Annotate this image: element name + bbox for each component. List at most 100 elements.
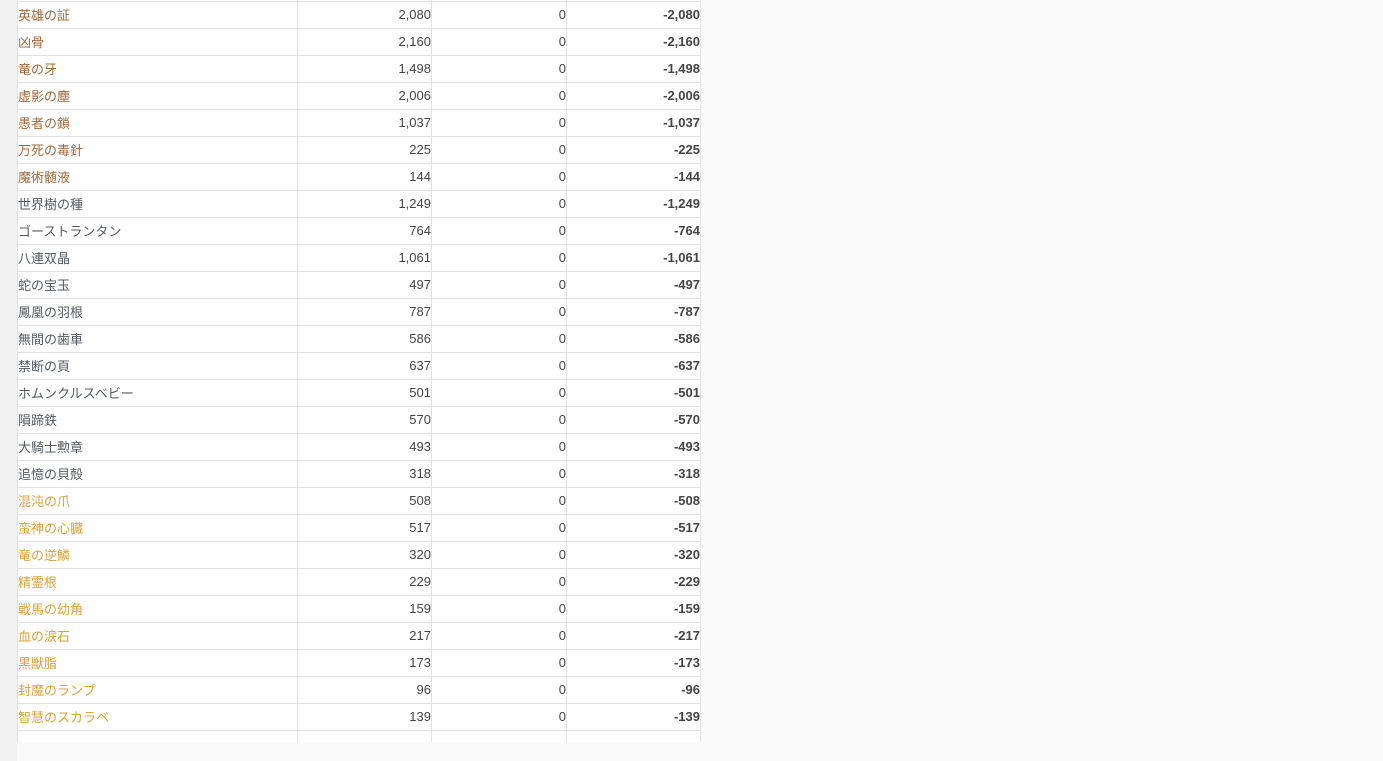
table-row: 鳳凰の羽根 787 0 -787 xyxy=(17,297,701,326)
required-quantity: 497 xyxy=(297,270,432,299)
owned-quantity: 0 xyxy=(431,243,567,272)
item-name-link[interactable]: 八連双晶 xyxy=(18,251,71,266)
owned-quantity: 0 xyxy=(431,378,567,407)
clipped-cell xyxy=(17,729,298,742)
owned-quantity: 0 xyxy=(431,702,567,731)
table-row: 無間の歯車 586 0 -586 xyxy=(17,324,701,353)
item-name-link[interactable]: 鳳凰の羽根 xyxy=(18,305,84,320)
item-name-link[interactable]: 混沌の爪 xyxy=(18,494,71,509)
shortage-value: -229 xyxy=(566,567,701,596)
table-row: 世界樹の種 1,249 0 -1,249 xyxy=(17,189,701,218)
required-quantity: 586 xyxy=(297,324,432,353)
item-name-cell: 智慧のスカラベ xyxy=(17,702,298,731)
table-row: 戦馬の幼角 159 0 -159 xyxy=(17,594,701,623)
item-name-cell: ゴーストランタン xyxy=(17,216,298,245)
item-name-link[interactable]: 蛮神の心臓 xyxy=(18,521,84,536)
owned-quantity: 0 xyxy=(431,297,567,326)
item-name-link[interactable]: 蛇の宝玉 xyxy=(18,278,71,293)
item-name-cell: 魔術髄液 xyxy=(17,162,298,191)
item-name-link[interactable]: 大騎士勲章 xyxy=(18,440,84,455)
shortage-value: -144 xyxy=(566,162,701,191)
owned-quantity: 0 xyxy=(431,0,567,29)
owned-quantity: 0 xyxy=(431,513,567,542)
item-name-cell: 血の涙石 xyxy=(17,621,298,650)
item-name-link[interactable]: 竜の牙 xyxy=(18,62,58,77)
item-name-link[interactable]: 智慧のスカラベ xyxy=(18,710,110,725)
required-quantity: 159 xyxy=(297,594,432,623)
required-quantity: 493 xyxy=(297,432,432,461)
shortage-value: -1,249 xyxy=(566,189,701,218)
owned-quantity: 0 xyxy=(431,567,567,596)
item-name-cell: 大騎士勲章 xyxy=(17,432,298,461)
item-name-link[interactable]: 英雄の証 xyxy=(18,8,71,23)
table-row: 凶骨 2,160 0 -2,160 xyxy=(17,27,701,56)
clipped-row-bottom xyxy=(17,729,701,742)
item-name-cell: 蛇の宝玉 xyxy=(17,270,298,299)
required-quantity: 173 xyxy=(297,648,432,677)
table-row: ゴーストランタン 764 0 -764 xyxy=(17,216,701,245)
item-name-cell: 竜の牙 xyxy=(17,54,298,83)
item-name-link[interactable]: 血の涙石 xyxy=(18,629,71,644)
clipped-cell xyxy=(431,729,567,742)
item-name-link[interactable]: 世界樹の種 xyxy=(18,197,84,212)
required-quantity: 2,160 xyxy=(297,27,432,56)
owned-quantity: 0 xyxy=(431,405,567,434)
item-name-cell: 無間の歯車 xyxy=(17,324,298,353)
required-quantity: 517 xyxy=(297,513,432,542)
item-name-link[interactable]: 戦馬の幼角 xyxy=(18,602,84,617)
item-name-cell: 英雄の証 xyxy=(17,0,298,29)
owned-quantity: 0 xyxy=(431,351,567,380)
item-name-link[interactable]: 愚者の鎖 xyxy=(18,116,71,131)
owned-quantity: 0 xyxy=(431,486,567,515)
shortage-value: -637 xyxy=(566,351,701,380)
required-quantity: 787 xyxy=(297,297,432,326)
item-name-link[interactable]: ホムンクルスベビー xyxy=(18,386,134,401)
required-quantity: 229 xyxy=(297,567,432,596)
shortage-value: -2,160 xyxy=(566,27,701,56)
shortage-value: -586 xyxy=(566,324,701,353)
required-quantity: 508 xyxy=(297,486,432,515)
shortage-value: -570 xyxy=(566,405,701,434)
required-quantity: 144 xyxy=(297,162,432,191)
shortage-value: -1,061 xyxy=(566,243,701,272)
shortage-value: -96 xyxy=(566,675,701,704)
owned-quantity: 0 xyxy=(431,189,567,218)
shortage-value: -173 xyxy=(566,648,701,677)
required-quantity: 1,498 xyxy=(297,54,432,83)
item-name-link[interactable]: 凶骨 xyxy=(18,35,45,50)
item-name-link[interactable]: 虚影の塵 xyxy=(18,89,71,104)
table-row: 万死の毒針 225 0 -225 xyxy=(17,135,701,164)
owned-quantity: 0 xyxy=(431,459,567,488)
table-row: 封魔のランプ 96 0 -96 xyxy=(17,675,701,704)
item-name-link[interactable]: 精霊根 xyxy=(18,575,58,590)
owned-quantity: 0 xyxy=(431,594,567,623)
shortage-value: -2,080 xyxy=(566,0,701,29)
item-name-link[interactable]: ゴーストランタン xyxy=(18,224,122,239)
required-quantity: 2,080 xyxy=(297,0,432,29)
item-name-link[interactable]: 隕蹄鉄 xyxy=(18,413,58,428)
table-row: 英雄の証 2,080 0 -2,080 xyxy=(17,0,701,29)
item-name-cell: 虚影の塵 xyxy=(17,81,298,110)
shortage-value: -764 xyxy=(566,216,701,245)
required-quantity: 96 xyxy=(297,675,432,704)
item-name-link[interactable]: 追憶の貝殻 xyxy=(18,467,84,482)
table-row: 八連双晶 1,061 0 -1,061 xyxy=(17,243,701,272)
required-quantity: 2,006 xyxy=(297,81,432,110)
item-name-link[interactable]: 封魔のランプ xyxy=(18,683,96,698)
item-name-link[interactable]: 無間の歯車 xyxy=(18,332,84,347)
item-name-link[interactable]: 竜の逆鱗 xyxy=(18,548,71,563)
item-name-link[interactable]: 魔術髄液 xyxy=(18,170,71,185)
owned-quantity: 0 xyxy=(431,675,567,704)
item-name-link[interactable]: 万死の毒針 xyxy=(18,143,84,158)
item-name-cell: 竜の逆鱗 xyxy=(17,540,298,569)
required-quantity: 1,249 xyxy=(297,189,432,218)
owned-quantity: 0 xyxy=(431,648,567,677)
table-row: 大騎士勲章 493 0 -493 xyxy=(17,432,701,461)
item-name-link[interactable]: 黒獣脂 xyxy=(18,656,58,671)
item-name-link[interactable]: 禁断の頁 xyxy=(18,359,71,374)
shortage-value: -2,006 xyxy=(566,81,701,110)
owned-quantity: 0 xyxy=(431,135,567,164)
item-name-cell: ホムンクルスベビー xyxy=(17,378,298,407)
table-row: 血の涙石 217 0 -217 xyxy=(17,621,701,650)
shortage-value: -225 xyxy=(566,135,701,164)
